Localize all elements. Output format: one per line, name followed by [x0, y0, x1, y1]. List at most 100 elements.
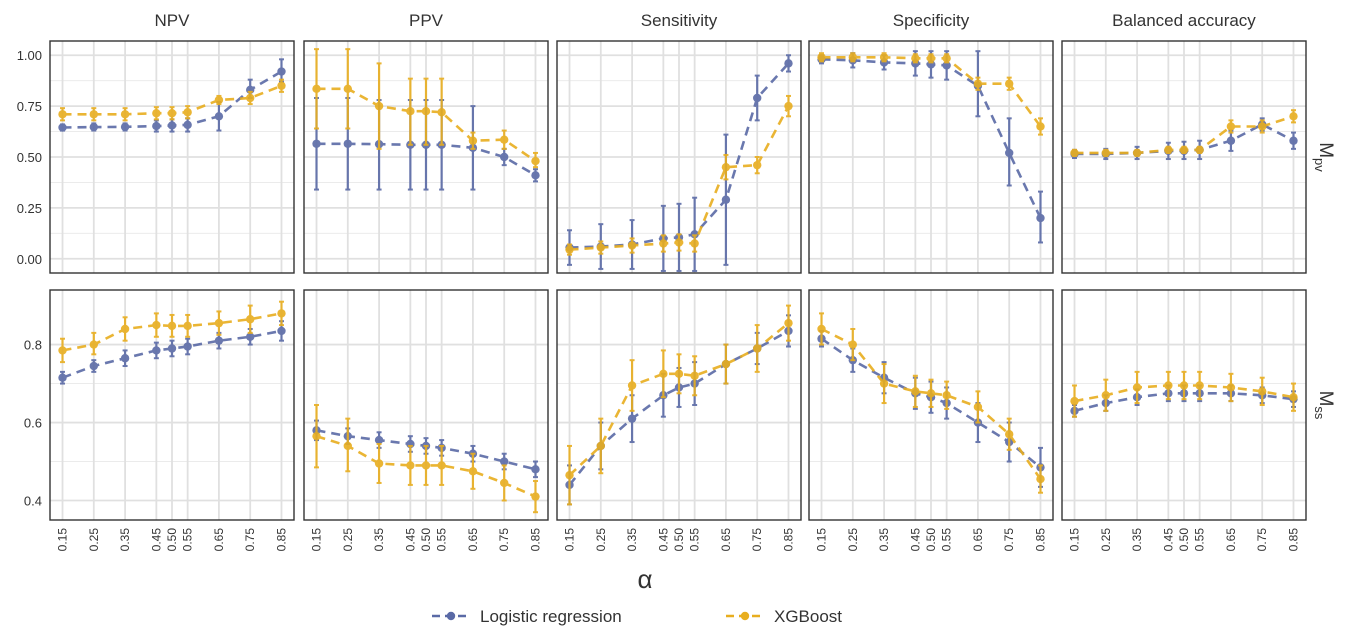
- legend-item-logistic-regression: Logistic regression: [432, 607, 622, 626]
- data-point: [926, 389, 936, 398]
- legend-point: [740, 611, 750, 621]
- row-label-main: M: [1315, 391, 1336, 407]
- data-point: [152, 121, 161, 131]
- x-tick-label: 0.45: [403, 528, 417, 552]
- data-point: [753, 93, 762, 103]
- data-point: [1226, 122, 1236, 131]
- panel-border: [808, 40, 1054, 274]
- data-point: [343, 139, 352, 148]
- x-tick-label: 0.25: [341, 528, 355, 552]
- row-label-1: Mss: [1312, 391, 1336, 420]
- data-point: [500, 135, 509, 144]
- data-point: [721, 162, 731, 172]
- x-tick-label: 0.50: [924, 528, 938, 552]
- row-label-0: Mpv: [1312, 142, 1336, 172]
- data-point: [848, 53, 857, 62]
- data-point: [277, 326, 286, 336]
- y-tick-label: 0.4: [24, 494, 42, 509]
- chart-panels: 0.00 0.25 0.50 0.75 1.00 0.4 0.6 0.8 0.15 0.25 0.3…: [17, 40, 1307, 552]
- data-point: [531, 465, 540, 474]
- panel-r1-c1: 0.15 0.25 0.35 0.45 0.50 0.55 0.65 0.75 0.85: [303, 289, 549, 552]
- y-tick-label: 0.8: [24, 338, 42, 353]
- row-label-main: M: [1315, 142, 1336, 158]
- data-point: [214, 318, 224, 328]
- data-point: [565, 470, 574, 480]
- legend-point: [446, 611, 456, 621]
- data-point: [343, 441, 352, 451]
- data-point: [406, 461, 415, 470]
- series-xgboost: [1070, 370, 1298, 418]
- x-tick-label: 0.35: [372, 528, 386, 552]
- data-point: [721, 359, 731, 369]
- data-point: [1179, 381, 1189, 390]
- data-point: [343, 84, 352, 94]
- data-point: [942, 391, 951, 400]
- series-line: [820, 327, 1042, 480]
- data-point: [277, 81, 286, 90]
- data-point: [531, 156, 540, 166]
- data-point: [1164, 381, 1173, 390]
- data-point: [1195, 145, 1204, 155]
- x-tick-label: 0.15: [563, 528, 577, 552]
- panel-r1-c3: 0.15 0.25 0.35 0.45 0.50 0.55 0.65 0.75 0.85: [808, 289, 1054, 552]
- series-line: [568, 322, 790, 477]
- x-tick-label: 0.25: [846, 528, 860, 552]
- data-point: [1036, 213, 1045, 223]
- x-tick-label: 0.15: [1068, 528, 1082, 552]
- data-point: [246, 332, 255, 341]
- data-point: [1226, 383, 1236, 392]
- data-point: [1289, 393, 1298, 402]
- x-tick-label: 0.45: [1161, 528, 1175, 552]
- x-tick-label: 0.35: [625, 528, 639, 552]
- x-tick-label: 0.55: [181, 528, 195, 552]
- data-point: [659, 239, 668, 248]
- data-point: [58, 346, 67, 355]
- data-point: [437, 461, 446, 470]
- panel-border: [556, 289, 802, 521]
- data-point: [817, 53, 826, 62]
- data-point: [312, 139, 321, 148]
- x-tick-label: 0.15: [56, 528, 70, 552]
- series-logistic-regression: [58, 320, 286, 385]
- data-point: [500, 152, 509, 162]
- x-tick-label: 0.85: [1286, 528, 1300, 552]
- data-point: [167, 321, 177, 331]
- data-point: [1101, 391, 1110, 400]
- series-line: [568, 329, 790, 486]
- legend: Logistic regression XGBoost: [432, 607, 842, 626]
- data-point: [1005, 79, 1014, 88]
- panel-r0-c2: [556, 40, 802, 274]
- series-xgboost: [58, 78, 286, 122]
- data-point: [374, 435, 384, 445]
- x-tick-label: 0.85: [1033, 528, 1047, 552]
- row-label-sub: pv: [1312, 158, 1327, 172]
- data-point: [1036, 122, 1045, 131]
- data-point: [214, 95, 224, 105]
- data-point: [627, 414, 637, 423]
- data-point: [167, 344, 177, 353]
- data-point: [1258, 387, 1267, 396]
- data-point: [58, 373, 67, 382]
- x-tick-label: 0.65: [212, 528, 226, 552]
- x-tick-label: 0.45: [656, 528, 670, 552]
- x-tick-label: 0.25: [87, 528, 101, 552]
- x-tick-label: 0.50: [1177, 528, 1191, 552]
- x-tick-label: 0.50: [672, 528, 686, 552]
- row-label-sub: ss: [1312, 406, 1327, 420]
- data-point: [784, 101, 793, 111]
- data-point: [468, 136, 478, 145]
- data-point: [753, 160, 762, 170]
- data-point: [500, 478, 509, 488]
- x-tick-label: 0.25: [1099, 528, 1113, 552]
- data-point: [1179, 145, 1189, 155]
- data-point: [1070, 148, 1079, 158]
- panel-border: [1061, 40, 1307, 274]
- data-point: [183, 120, 192, 130]
- data-point: [421, 107, 431, 116]
- data-point: [973, 402, 983, 412]
- x-tick-label: 0.25: [594, 528, 608, 552]
- y-tick-label: 0.25: [17, 201, 42, 216]
- strip-label-specificity: Specificity: [893, 11, 970, 30]
- strip-label-ppv: PPV: [409, 11, 444, 30]
- data-point: [437, 108, 446, 117]
